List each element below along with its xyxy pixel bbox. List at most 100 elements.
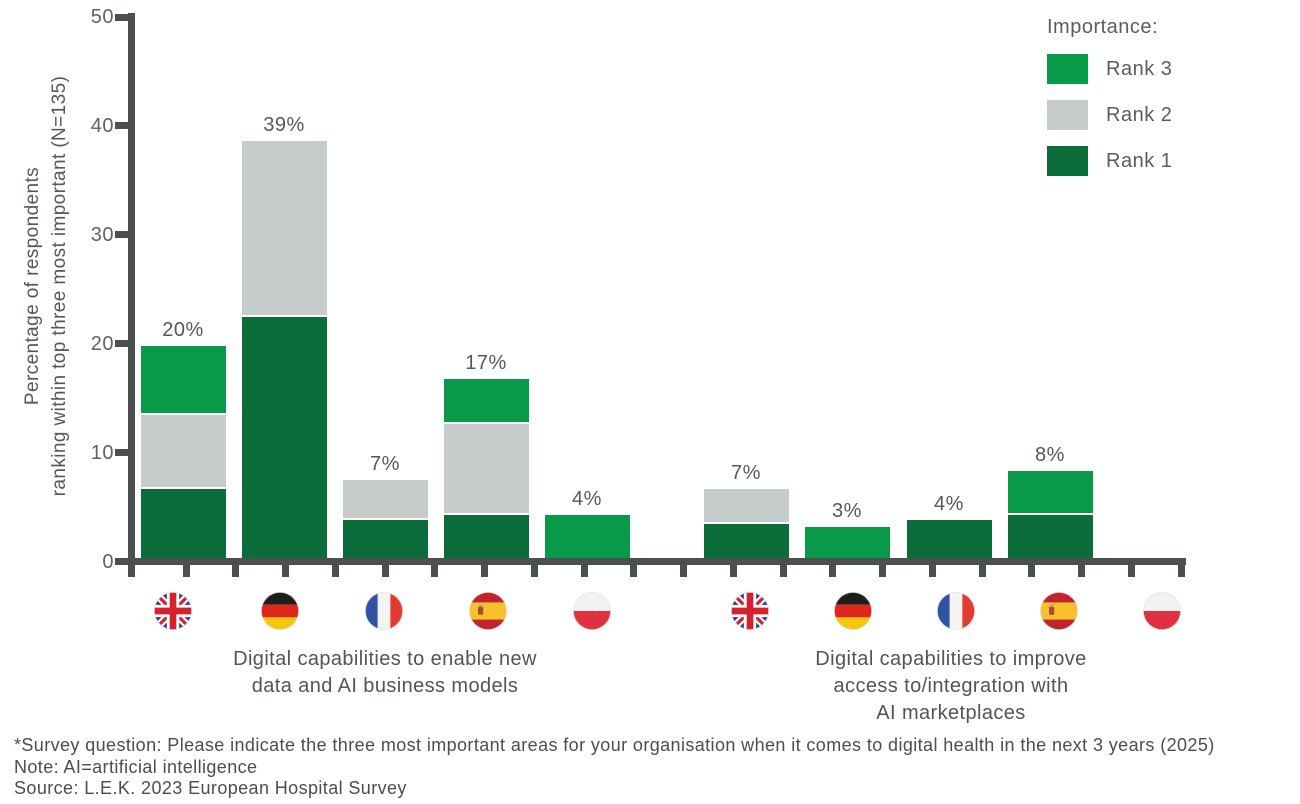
legend-title: Importance: <box>1047 16 1159 38</box>
footnote-survey-question: *Survey question: Please indicate the th… <box>14 735 1215 755</box>
y-tick-label-50: 50 <box>90 6 114 28</box>
x-tick-9 <box>581 565 588 577</box>
y-tick-label-40: 40 <box>90 114 114 137</box>
flag-de-icon <box>833 591 873 631</box>
x-tick-7 <box>481 565 488 577</box>
bar-segment-es-group2-rank1 <box>1007 514 1093 558</box>
flag-pl-icon <box>1142 591 1182 631</box>
bar-value-label-de-group1: 39% <box>263 114 305 137</box>
flag-pl-group2 <box>1142 591 1182 631</box>
flag-fr-group1 <box>364 591 404 631</box>
x-tick-6 <box>431 565 438 577</box>
x-tick-4 <box>332 565 339 577</box>
flag-uk-icon <box>730 591 770 631</box>
x-tick-11 <box>680 565 687 577</box>
bar-segment-es-group1-rank3 <box>443 379 529 424</box>
footnote-note: Note: AI=artificial intelligence <box>14 756 258 777</box>
bar-value-label-es-group2: 8% <box>1035 444 1065 467</box>
x-tick-21 <box>1178 565 1185 577</box>
bar-segment-uk-group2-rank1 <box>703 524 789 558</box>
legend-label-rank2: Rank 2 <box>1106 103 1173 126</box>
bar-value-label-de-group2: 3% <box>832 499 862 522</box>
flag-fr-group2 <box>936 591 976 631</box>
x-tick-13 <box>780 565 787 577</box>
legend-label-rank3: Rank 3 <box>1106 57 1173 80</box>
bar-segment-de-group1-rank2 <box>241 141 327 317</box>
bar-value-label-uk-group2: 7% <box>731 461 761 484</box>
bar-value-label-fr-group2: 4% <box>934 493 964 516</box>
legend-item-rank3: Rank 3 <box>1047 54 1172 84</box>
flag-fr-icon <box>936 591 976 631</box>
x-tick-1 <box>183 565 190 577</box>
bar-segment-de-group2-rank3 <box>804 526 890 558</box>
legend-item-rank2: Rank 2 <box>1047 100 1172 130</box>
flag-pl-icon <box>572 591 612 631</box>
flag-de-group2 <box>833 591 873 631</box>
x-tick-5 <box>382 565 389 577</box>
x-tick-16 <box>929 565 936 577</box>
y-tick-0 <box>115 558 128 565</box>
footnotes: *Survey question: Please indicate the th… <box>14 735 1296 800</box>
flag-de-icon <box>260 591 300 631</box>
x-tick-20 <box>1128 565 1135 577</box>
bar-segment-uk-group2-rank2 <box>703 488 789 525</box>
flag-es-group2 <box>1039 591 1079 631</box>
y-tick-10 <box>115 449 128 457</box>
x-tick-10 <box>630 565 637 577</box>
x-tick-15 <box>879 565 886 577</box>
y-tick-30 <box>115 231 128 239</box>
y-tick-label-10: 10 <box>90 441 114 464</box>
flag-de-group1 <box>260 591 300 631</box>
x-tick-8 <box>531 565 538 577</box>
y-axis-title: Percentage of respondents ranking within… <box>22 75 70 497</box>
y-axis-line <box>128 13 135 577</box>
legend-item-rank1: Rank 1 <box>1047 146 1172 176</box>
legend-swatch-rank2 <box>1047 100 1088 130</box>
bar-segment-es-group1-rank1 <box>443 514 529 558</box>
bar-value-label-pl-group1: 4% <box>572 487 602 510</box>
x-tick-18 <box>1028 565 1035 577</box>
bar-segment-es-group1-rank2 <box>443 423 529 515</box>
bar-segment-fr-group1-rank2 <box>342 480 428 521</box>
legend-swatch-rank1 <box>1047 146 1088 176</box>
y-tick-20 <box>115 340 128 348</box>
x-tick-19 <box>1078 565 1085 577</box>
x-tick-17 <box>979 565 986 577</box>
bar-value-label-fr-group1: 7% <box>370 453 400 476</box>
x-axis-line <box>128 558 1186 565</box>
y-tick-label-20: 20 <box>90 332 114 355</box>
bar-segment-fr-group1-rank1 <box>342 520 428 558</box>
flag-es-icon <box>1039 591 1079 631</box>
y-tick-label-0: 0 <box>102 550 114 573</box>
y-tick-50 <box>115 13 128 21</box>
flag-uk-group1 <box>153 591 193 631</box>
legend-items: Rank 3 Rank 2 Rank 1 <box>1047 54 1172 176</box>
bar-segment-fr-group2-rank1 <box>906 520 992 558</box>
y-tick-40 <box>115 122 128 130</box>
bar-segment-uk-group1-rank1 <box>140 488 226 558</box>
bar-segment-de-group1-rank1 <box>241 316 327 558</box>
x-tick-2 <box>232 565 239 577</box>
flag-uk-group2 <box>730 591 770 631</box>
group-label-ai-business-models: Digital capabilities to enable new data … <box>233 648 537 697</box>
legend: Importance: Rank 3 Rank 2 Rank 1 <box>1047 16 1172 176</box>
bar-value-label-es-group1: 17% <box>465 352 507 375</box>
flag-fr-icon <box>364 591 404 631</box>
x-tick-3 <box>282 565 289 577</box>
flag-uk-icon <box>153 591 193 631</box>
legend-label-rank1: Rank 1 <box>1106 149 1173 172</box>
footnote-source: Source: L.E.K. 2023 European Hospital Su… <box>14 778 407 798</box>
group-label-ai-marketplaces: Digital capabilities to improve access t… <box>815 648 1087 724</box>
bar-segment-pl-group1-rank3 <box>544 514 630 558</box>
flag-pl-group1 <box>572 591 612 631</box>
bar-segment-uk-group1-rank3 <box>140 345 226 416</box>
legend-swatch-rank3 <box>1047 54 1088 84</box>
x-tick-12 <box>730 565 737 577</box>
flag-es-icon <box>468 591 508 631</box>
y-tick-label-30: 30 <box>90 223 114 246</box>
bar-segment-es-group2-rank3 <box>1007 471 1093 515</box>
flag-es-group1 <box>468 591 508 631</box>
bar-value-label-uk-group1: 20% <box>162 318 204 341</box>
bar-segment-uk-group1-rank2 <box>140 415 226 489</box>
